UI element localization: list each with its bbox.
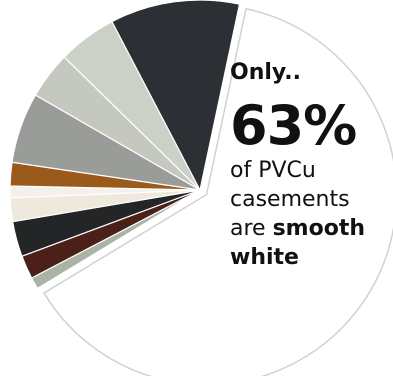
caption-white: white [230,245,299,270]
pie-slices [9,0,393,376]
pie-slice-anthracite-grey [111,0,241,191]
caption-of-pvcu: of PVCu [230,158,316,183]
caption-are-smooth: are smooth [230,214,365,243]
pie-slice-smooth-white [43,8,393,376]
caption-smooth: smooth [272,216,366,241]
caption-only: Only.. [230,60,301,85]
caption-casements: casements [230,187,350,212]
caption-are: are [230,216,273,241]
caption-block: Only.. 63% of PVCu casements are smooth … [230,60,365,272]
caption-percentage: 63% [230,94,357,157]
